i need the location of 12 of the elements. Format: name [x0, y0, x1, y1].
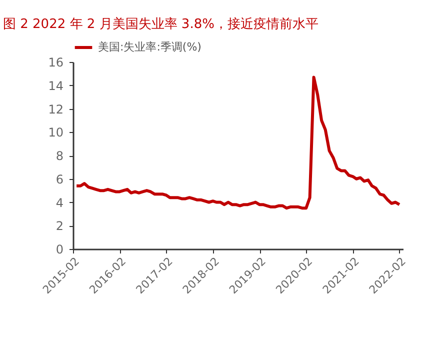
y-tick-label: 4 — [56, 196, 64, 210]
y-tick-label: 2 — [56, 219, 64, 234]
y-tick-label: 12 — [48, 102, 64, 116]
y-tick-label: 0 — [56, 242, 64, 256]
y-tick-label: 6 — [56, 172, 64, 186]
y-tick-label: 16 — [48, 56, 64, 70]
y-tick-label: 14 — [48, 78, 64, 93]
chart-title: 图 2 2022 年 2 月美国失业率 3.8%，接近疫情前水平 — [3, 16, 318, 32]
line-series — [75, 76, 401, 210]
y-tick-label: 10 — [48, 126, 64, 140]
y-tick-label: 8 — [56, 149, 64, 163]
legend-label: 美国:失业率:季调(%) — [98, 40, 202, 54]
